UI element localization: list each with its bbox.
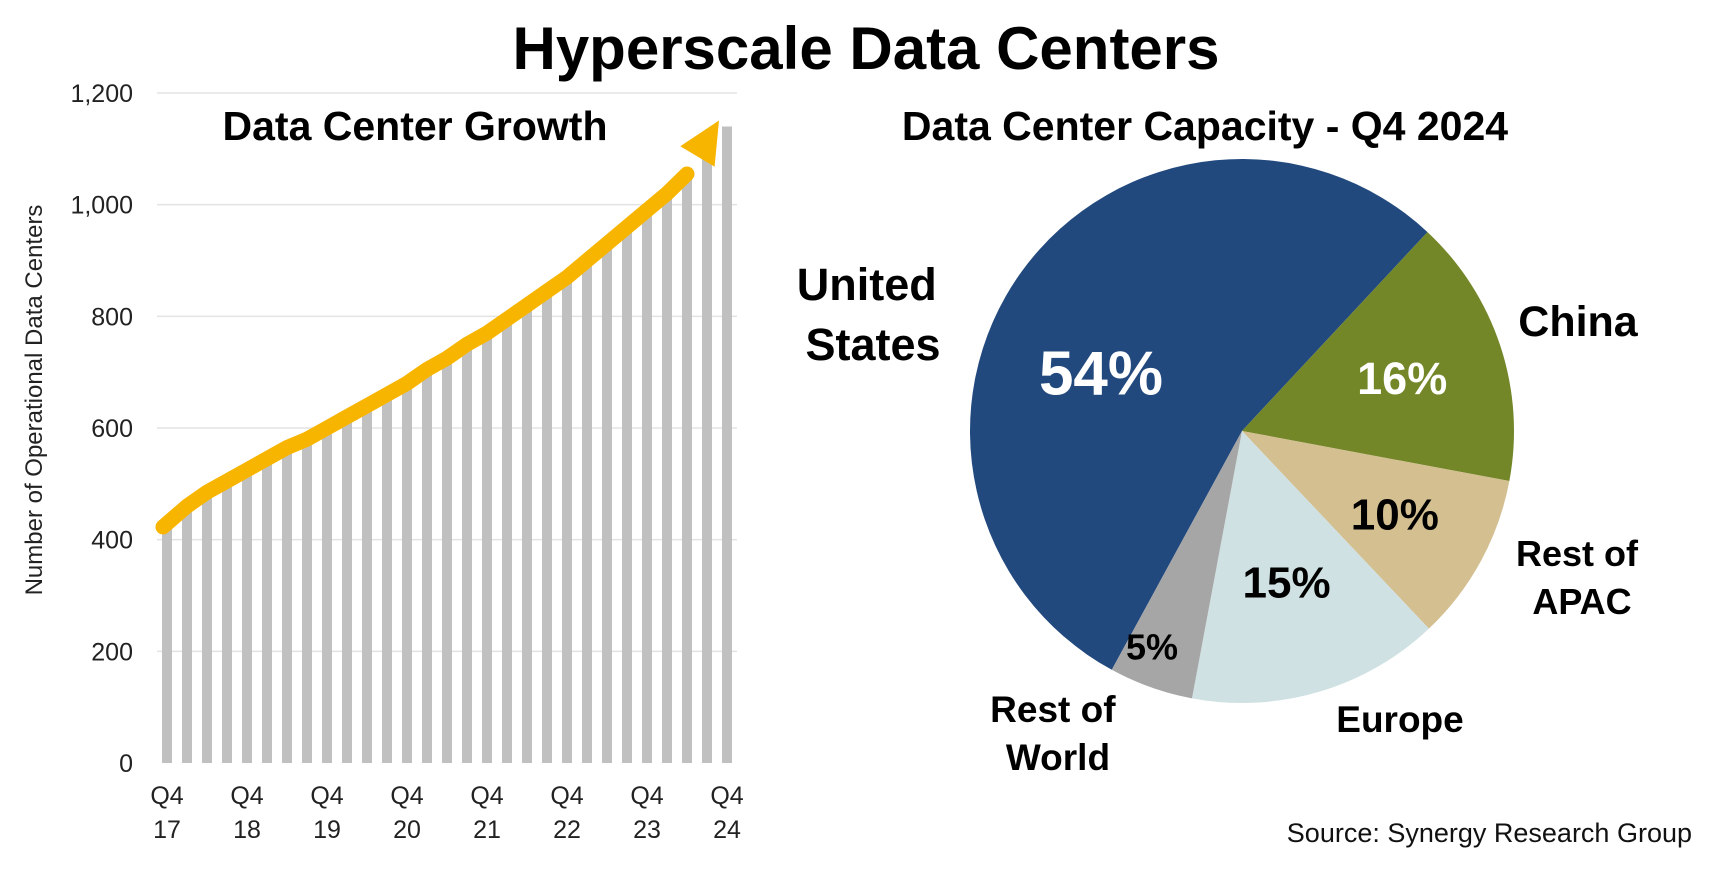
- label-china-line1: China: [1518, 298, 1639, 346]
- label-united-states-line1: United: [797, 259, 937, 310]
- x-tick-label: 18: [233, 816, 261, 844]
- y-tick-label: 400: [91, 527, 133, 555]
- bar: [662, 193, 672, 763]
- y-tick-label: 1,000: [70, 192, 133, 220]
- bar-chart-title: Data Center Growth: [223, 103, 608, 149]
- pie-slice: [1191, 431, 1429, 703]
- bar: [162, 522, 172, 763]
- bar: [322, 428, 332, 763]
- label-europe: Europe: [1336, 699, 1463, 740]
- x-tick-label: 21: [473, 816, 501, 844]
- y-tick-label: 200: [91, 638, 133, 666]
- label-united-states: United States: [797, 259, 950, 370]
- pie-slices: [969, 158, 1514, 703]
- y-tick-label: 600: [91, 415, 133, 443]
- bar: [262, 458, 272, 763]
- bar: [722, 126, 732, 763]
- y-tick-label: 0: [119, 750, 133, 778]
- pie-slice: [1242, 431, 1510, 629]
- x-tick-label: Q4: [550, 782, 583, 810]
- bar: [302, 439, 312, 763]
- bar: [442, 358, 452, 763]
- label-rest-of-apac-line2: APAC: [1532, 581, 1631, 622]
- growth-arrow-shaft: [155, 166, 695, 535]
- pie-slice: [969, 158, 1428, 670]
- bar: [342, 416, 352, 763]
- bar: [542, 291, 552, 763]
- bar: [242, 469, 252, 763]
- x-tick-label: Q4: [710, 782, 743, 810]
- pie-percent-label: 54%: [1039, 340, 1163, 409]
- pie-percent-label: 15%: [1243, 559, 1331, 608]
- x-tick-label: 22: [553, 816, 581, 844]
- bar: [382, 394, 392, 763]
- x-tick-label: 23: [633, 816, 661, 844]
- x-tick-label: 17: [153, 816, 181, 844]
- source-note: Source: Synergy Research Group: [1286, 818, 1692, 848]
- pie-percent-label: 10%: [1351, 491, 1439, 540]
- bar: [642, 210, 652, 763]
- bar: [602, 243, 612, 763]
- bar: [202, 492, 212, 763]
- x-tick-label: Q4: [150, 782, 183, 810]
- bar: [522, 305, 532, 763]
- pie-slice: [1111, 431, 1242, 699]
- bar: [622, 227, 632, 763]
- x-tick-label: Q4: [310, 782, 343, 810]
- bar-series: [162, 126, 732, 764]
- label-rest-of-apac-line1: Rest of: [1516, 533, 1639, 574]
- label-rest-of-world-line1: Rest of: [990, 689, 1116, 730]
- bar: [482, 333, 492, 763]
- x-tick-label: 20: [393, 816, 421, 844]
- bar: [682, 173, 692, 764]
- bar: [422, 369, 432, 763]
- pie-percent-labels: 54% 16% 10% 15% 5%: [1039, 340, 1447, 668]
- x-tick-label: Q4: [470, 782, 503, 810]
- bar: [562, 277, 572, 763]
- page-title: Hyperscale Data Centers: [512, 15, 1220, 82]
- pie-slice: [1242, 232, 1514, 482]
- label-rest-of-world: Rest of World: [990, 689, 1126, 778]
- bar: [362, 405, 372, 763]
- y-tick-label: 800: [91, 303, 133, 331]
- y-axis-ticks: 0 200 400 600 800 1,000 1,200: [70, 80, 133, 778]
- bar: [182, 506, 192, 763]
- bar: [462, 344, 472, 763]
- bar: [222, 481, 232, 763]
- x-axis-ticks: Q4 17 Q4 18 Q4 19 Q4 20 Q4 21 Q4 22 Q4 23 Q4 24: [150, 782, 743, 844]
- x-tick-label: 19: [313, 816, 341, 844]
- bar: [502, 319, 512, 763]
- y-axis-label: Number of Operational Data Centers: [21, 205, 48, 596]
- pie-percent-label: 5%: [1126, 627, 1178, 668]
- bar: [582, 260, 592, 763]
- growth-arrow-head: [680, 120, 719, 167]
- bar: [282, 447, 292, 763]
- label-rest-of-apac: Rest of APAC: [1516, 533, 1648, 622]
- pie-percent-label: 16%: [1357, 353, 1447, 404]
- bar: [702, 151, 712, 763]
- x-tick-label: Q4: [230, 782, 263, 810]
- x-tick-label: 24: [713, 816, 741, 844]
- x-tick-label: Q4: [630, 782, 663, 810]
- y-tick-label: 1,200: [70, 80, 133, 108]
- label-rest-of-world-line2: World: [1006, 737, 1110, 778]
- label-china: China: [1518, 298, 1639, 346]
- pie-chart-title: Data Center Capacity - Q4 2024: [902, 103, 1508, 149]
- label-europe-line1: Europe: [1336, 699, 1463, 740]
- bar: [402, 383, 412, 763]
- growth-arrow: [155, 120, 719, 535]
- x-tick-label: Q4: [390, 782, 423, 810]
- label-united-states-line2: States: [805, 319, 940, 370]
